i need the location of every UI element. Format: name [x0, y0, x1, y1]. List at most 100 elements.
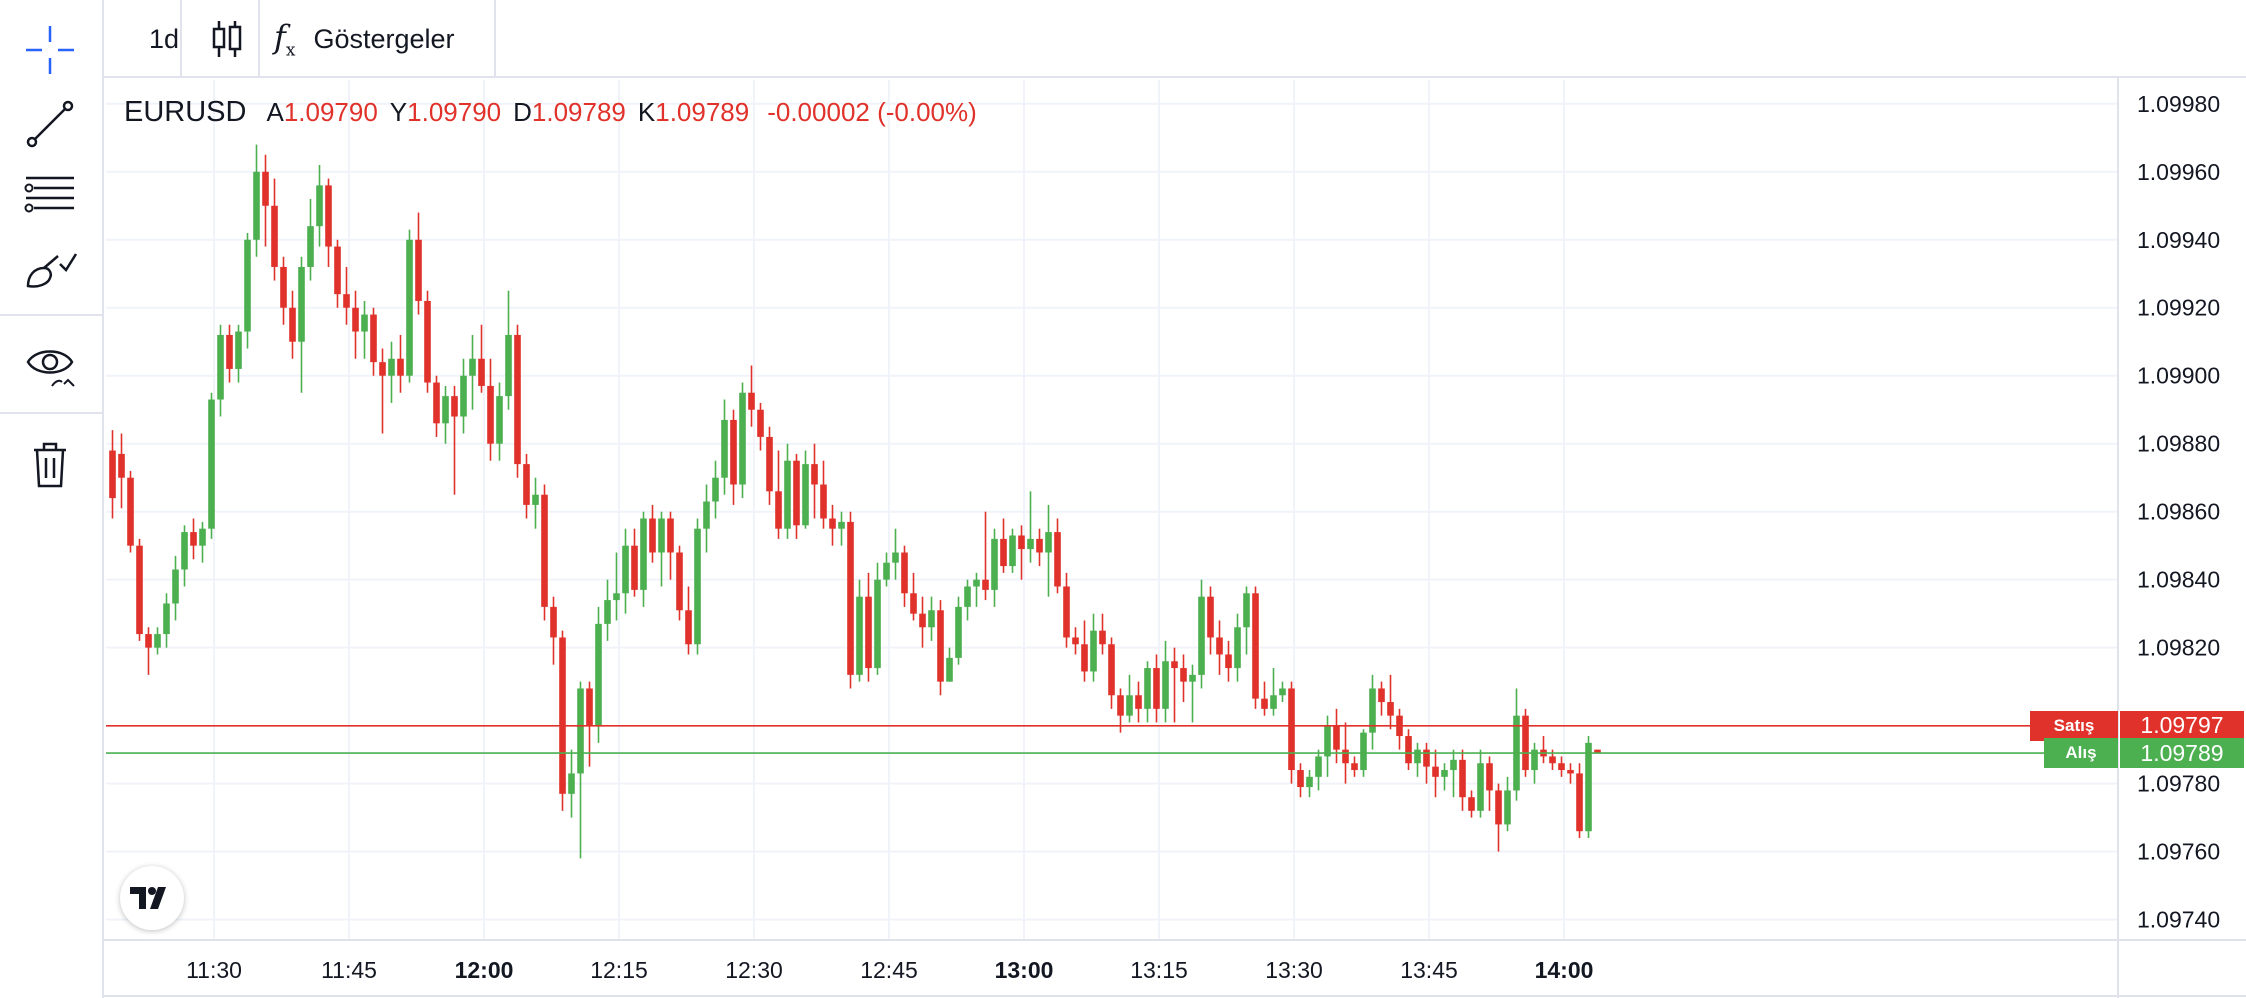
symbol-name[interactable]: EURUSD [124, 96, 247, 128]
candle-body [361, 314, 368, 332]
candle [937, 600, 944, 696]
candle [1216, 620, 1223, 675]
brush-tool-button[interactable] [14, 238, 86, 302]
candle [1576, 763, 1583, 839]
candle-body [487, 385, 494, 444]
candle [1081, 620, 1088, 682]
candle-body [1162, 661, 1169, 709]
fib-lines-icon [24, 176, 74, 213]
candle [793, 453, 800, 539]
candle [928, 596, 935, 641]
x-tick-label: 12:30 [725, 957, 783, 983]
hide-drawings-button[interactable] [14, 330, 86, 394]
candle-body [1279, 688, 1286, 696]
candle-body [1000, 538, 1007, 567]
candle-body [1333, 725, 1340, 750]
x-tick-label: 14:00 [1535, 957, 1594, 983]
top-toolbar: 1d fx Göstergeler [104, 0, 2246, 78]
candle [127, 470, 134, 553]
candle [1369, 674, 1376, 750]
candle [343, 266, 350, 325]
candle-body [685, 610, 692, 645]
left-drawing-toolbar [0, 0, 104, 998]
candle [613, 552, 620, 621]
candle [1351, 756, 1358, 777]
candle [316, 164, 323, 247]
candle-body [901, 552, 908, 594]
candle-body [172, 569, 179, 604]
candle-body [1189, 674, 1196, 682]
candle-body [1216, 637, 1223, 655]
candle-body [1207, 596, 1214, 638]
candle-body [991, 538, 998, 590]
candle-body [505, 334, 512, 397]
x-tick-label: 13:45 [1400, 957, 1458, 983]
candle [658, 511, 665, 587]
remove-drawings-button[interactable] [14, 432, 86, 496]
fib-lines-tool-button[interactable] [14, 162, 86, 226]
candle-body [1504, 790, 1511, 825]
candle-body [523, 464, 530, 505]
candle [181, 525, 188, 587]
candle [1396, 708, 1403, 750]
candle [568, 749, 575, 818]
x-tick-label: 12:45 [860, 957, 918, 983]
candle [433, 375, 440, 437]
candle [550, 596, 557, 665]
candle [487, 358, 494, 461]
candle [1270, 668, 1277, 716]
candle-body [370, 314, 377, 363]
candle [838, 511, 845, 546]
candle-body [199, 528, 206, 546]
tradingview-logo-button[interactable] [120, 866, 184, 930]
candle [721, 399, 728, 495]
candle [235, 324, 242, 383]
close-value: 1.09789 [655, 97, 750, 127]
candle-body [541, 494, 548, 607]
candle [1225, 640, 1232, 682]
interval-button[interactable]: 1d [148, 23, 180, 54]
indicators-button[interactable]: fx Göstergeler [274, 0, 524, 78]
trend-line-tool-button[interactable] [14, 92, 86, 156]
candle-body [496, 396, 503, 444]
candle [586, 681, 593, 767]
tradingview-logo-icon [130, 887, 166, 909]
candle [469, 334, 476, 410]
candle [595, 606, 602, 743]
candle-body [847, 521, 854, 675]
candle [1441, 763, 1448, 791]
candle [1234, 613, 1241, 682]
candle [766, 426, 773, 505]
candle [226, 324, 233, 383]
y-tick-label: 1.09900 [2137, 363, 2220, 389]
candle [451, 385, 458, 495]
candle [1108, 637, 1115, 709]
candle-body [1477, 763, 1484, 811]
candle [397, 334, 404, 393]
candle [991, 528, 998, 607]
sell-price-tag[interactable]: Satış [2030, 710, 2118, 741]
buy-price-value: 1.09789 [2120, 738, 2244, 769]
candle-body [1468, 797, 1475, 811]
candle [730, 409, 737, 505]
candle-body [298, 266, 305, 342]
candle-body [1549, 756, 1556, 764]
candle-body [739, 392, 746, 485]
crosshair-tool-button[interactable] [14, 18, 86, 82]
candle-body [748, 392, 755, 410]
candle-body [1423, 749, 1430, 767]
x-tick-label: 13:30 [1265, 957, 1323, 983]
candle [640, 511, 647, 607]
candle-body [1180, 668, 1187, 682]
candle-body [127, 477, 134, 546]
candle [712, 460, 719, 519]
candle [1423, 742, 1430, 784]
candle-body [244, 239, 251, 332]
buy-price-tag[interactable]: Alış [2044, 738, 2118, 769]
chart-type-button[interactable] [196, 0, 258, 78]
candle-body [145, 634, 152, 648]
candle [1558, 756, 1565, 777]
candle [208, 392, 215, 539]
candle-body [136, 545, 143, 635]
